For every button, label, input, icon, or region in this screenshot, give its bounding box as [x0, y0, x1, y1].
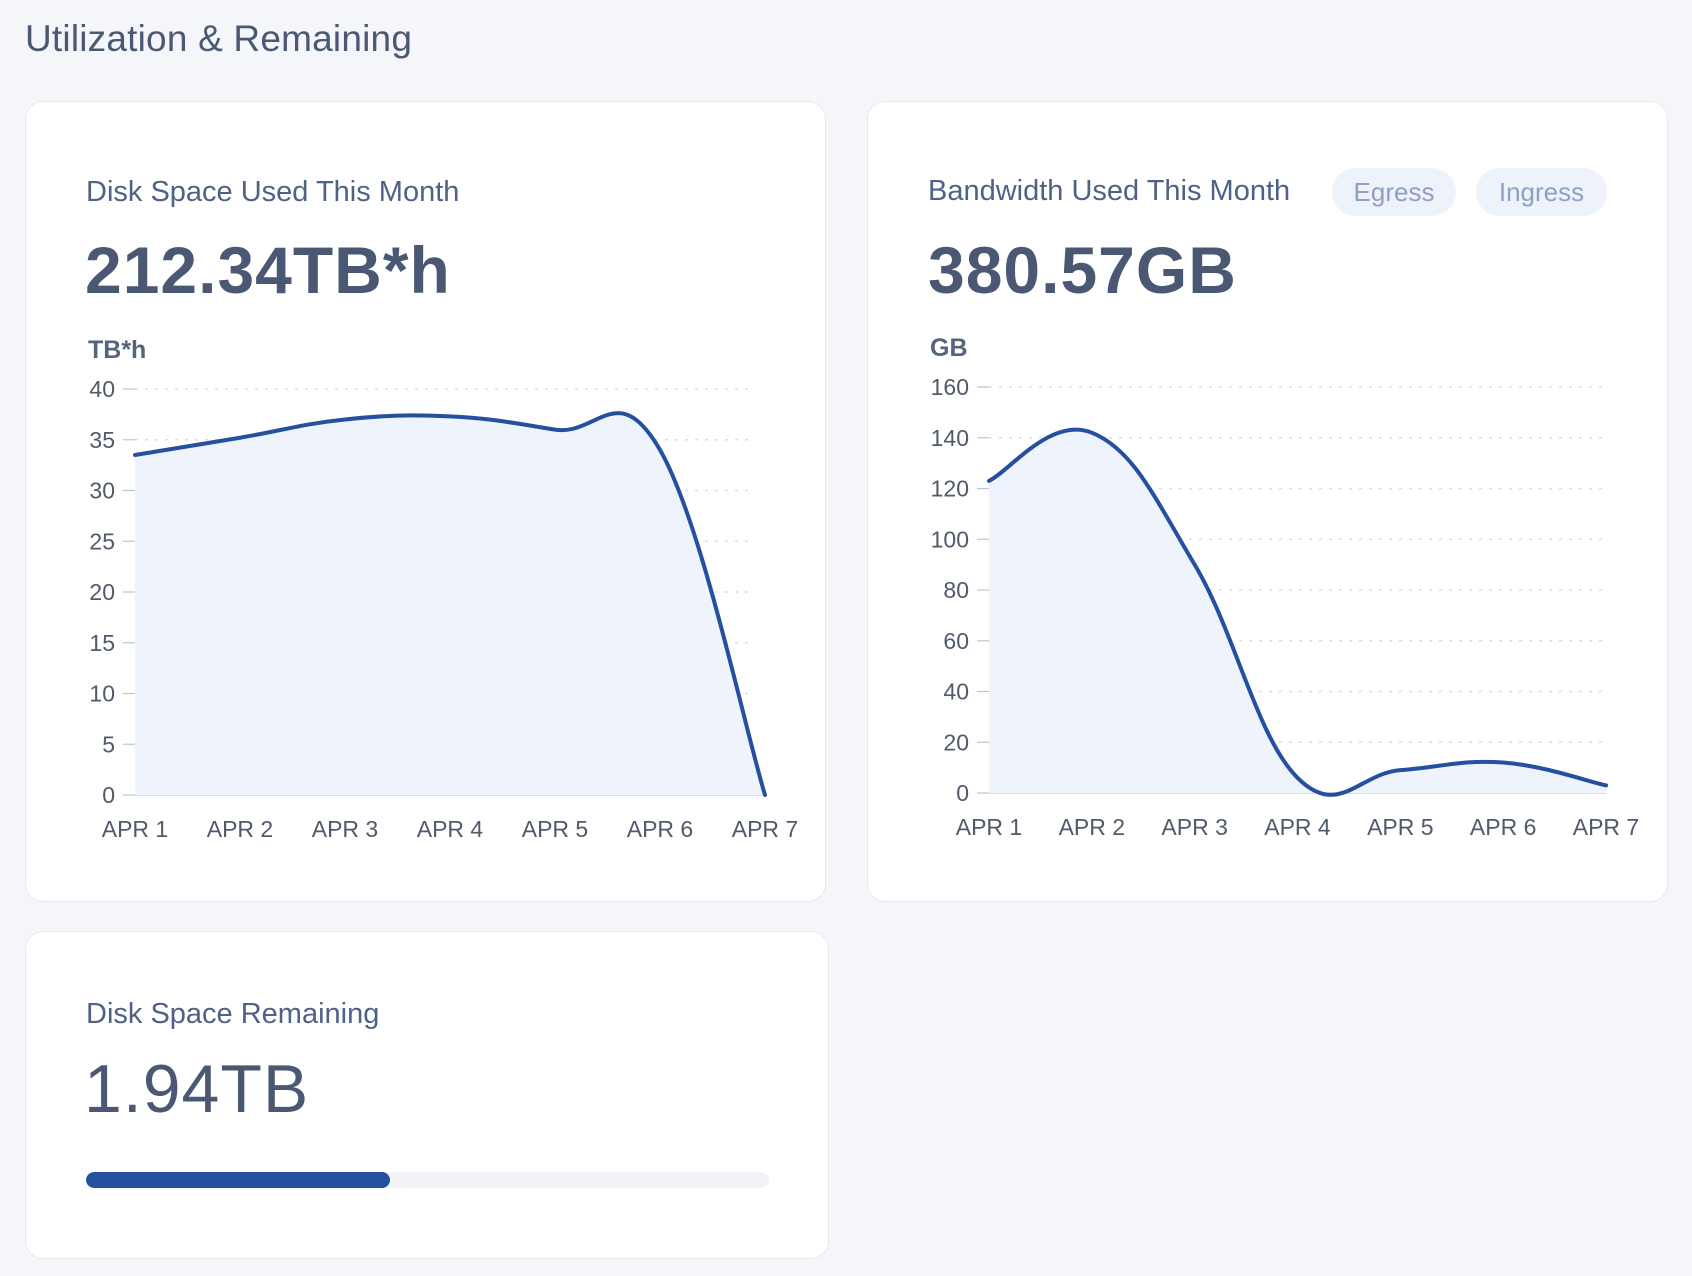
disk-remaining-card: Disk Space Remaining 1.94TB: [25, 931, 829, 1259]
bandwidth-chart-xtick-label: APR 4: [1264, 814, 1331, 840]
bandwidth-chart-xtick-label: APR 6: [1470, 814, 1536, 840]
disk-used-value: 212.34TB*h: [85, 233, 451, 307]
bandwidth-title: Bandwidth Used This Month: [928, 175, 1291, 207]
bandwidth-chart-ytick-label: 80: [943, 577, 969, 603]
bandwidth-chart-xtick-label: APR 2: [1059, 814, 1125, 840]
disk-used-title: Disk Space Used This Month: [86, 176, 460, 208]
bandwidth-chart-xtick-label: APR 7: [1573, 814, 1639, 840]
disk-used-chart-xtick-label: APR 5: [522, 816, 588, 842]
bandwidth-chart-ytick-label: 120: [931, 476, 969, 502]
disk-used-chart-xtick-label: APR 4: [417, 816, 484, 842]
bandwidth-value: 380.57GB: [928, 233, 1237, 307]
bandwidth-card: Bandwidth Used This Month Egress Ingress…: [867, 101, 1668, 902]
disk-used-chart-xtick-label: APR 6: [627, 816, 693, 842]
bandwidth-chart-xtick-label: APR 1: [956, 814, 1022, 840]
disk-used-chart-xtick-label: APR 1: [102, 816, 168, 842]
egress-toggle-button[interactable]: Egress: [1332, 168, 1456, 216]
disk-used-chart-xtick-label: APR 7: [732, 816, 798, 842]
disk-used-chart-ytick-label: 0: [102, 782, 115, 808]
ingress-toggle-button[interactable]: Ingress: [1476, 168, 1607, 216]
bandwidth-chart-ytick-label: 40: [943, 679, 969, 705]
disk-used-chart-ytick-label: 25: [89, 528, 115, 554]
disk-used-chart-ytick-label: 30: [89, 478, 115, 504]
disk-used-chart-ytick-label: 40: [89, 376, 115, 402]
bandwidth-chart-ytick-label: 0: [956, 780, 969, 806]
bandwidth-chart-xtick-label: APR 3: [1161, 814, 1227, 840]
disk-used-chart-ytick-label: 15: [89, 630, 115, 656]
disk-used-chart-ytick-label: 20: [89, 579, 115, 605]
disk-remaining-progress-bar: [86, 1172, 769, 1188]
bandwidth-chart-area-fill: [989, 429, 1606, 795]
disk-used-card: Disk Space Used This Month 212.34TB*h TB…: [25, 101, 826, 902]
bandwidth-chart-series-line: [987, 427, 1608, 797]
bandwidth-chart-ytick-label: 20: [943, 729, 969, 755]
bandwidth-chart-xtick-label: APR 5: [1367, 814, 1433, 840]
disk-remaining-value: 1.94TB: [84, 1051, 310, 1127]
disk-remaining-title: Disk Space Remaining: [86, 998, 380, 1030]
page-title: Utilization & Remaining: [25, 18, 413, 59]
disk-used-chart-xtick-label: APR 3: [312, 816, 378, 842]
bandwidth-chart-ytick-label: 100: [931, 526, 969, 552]
disk-used-unit-label: TB*h: [88, 336, 147, 364]
bandwidth-unit-label: GB: [930, 334, 968, 362]
bandwidth-chart-ytick-label: 160: [931, 374, 969, 400]
disk-used-chart: 0 5 10 15 20 25 30 35 40 APR 1 APR 2 APR 3 APR 4 APR …: [89, 376, 798, 842]
disk-used-chart-ytick-label: 10: [89, 681, 115, 707]
disk-used-chart-area-fill: [135, 413, 765, 795]
bandwidth-chart-ytick-label: 140: [931, 425, 969, 451]
disk-remaining-progress-fill: [86, 1172, 390, 1188]
disk-used-chart-ytick-label: 5: [102, 731, 115, 757]
bandwidth-chart: 0 20 40 60 80 100 120 140 160 APR 1 APR 2 APR 3 APR …: [931, 374, 1640, 840]
bandwidth-chart-ytick-label: 60: [943, 628, 969, 654]
disk-used-chart-series-line: [133, 411, 767, 797]
disk-used-chart-xtick-label: APR 2: [207, 816, 273, 842]
disk-used-chart-ytick-label: 35: [89, 427, 115, 453]
